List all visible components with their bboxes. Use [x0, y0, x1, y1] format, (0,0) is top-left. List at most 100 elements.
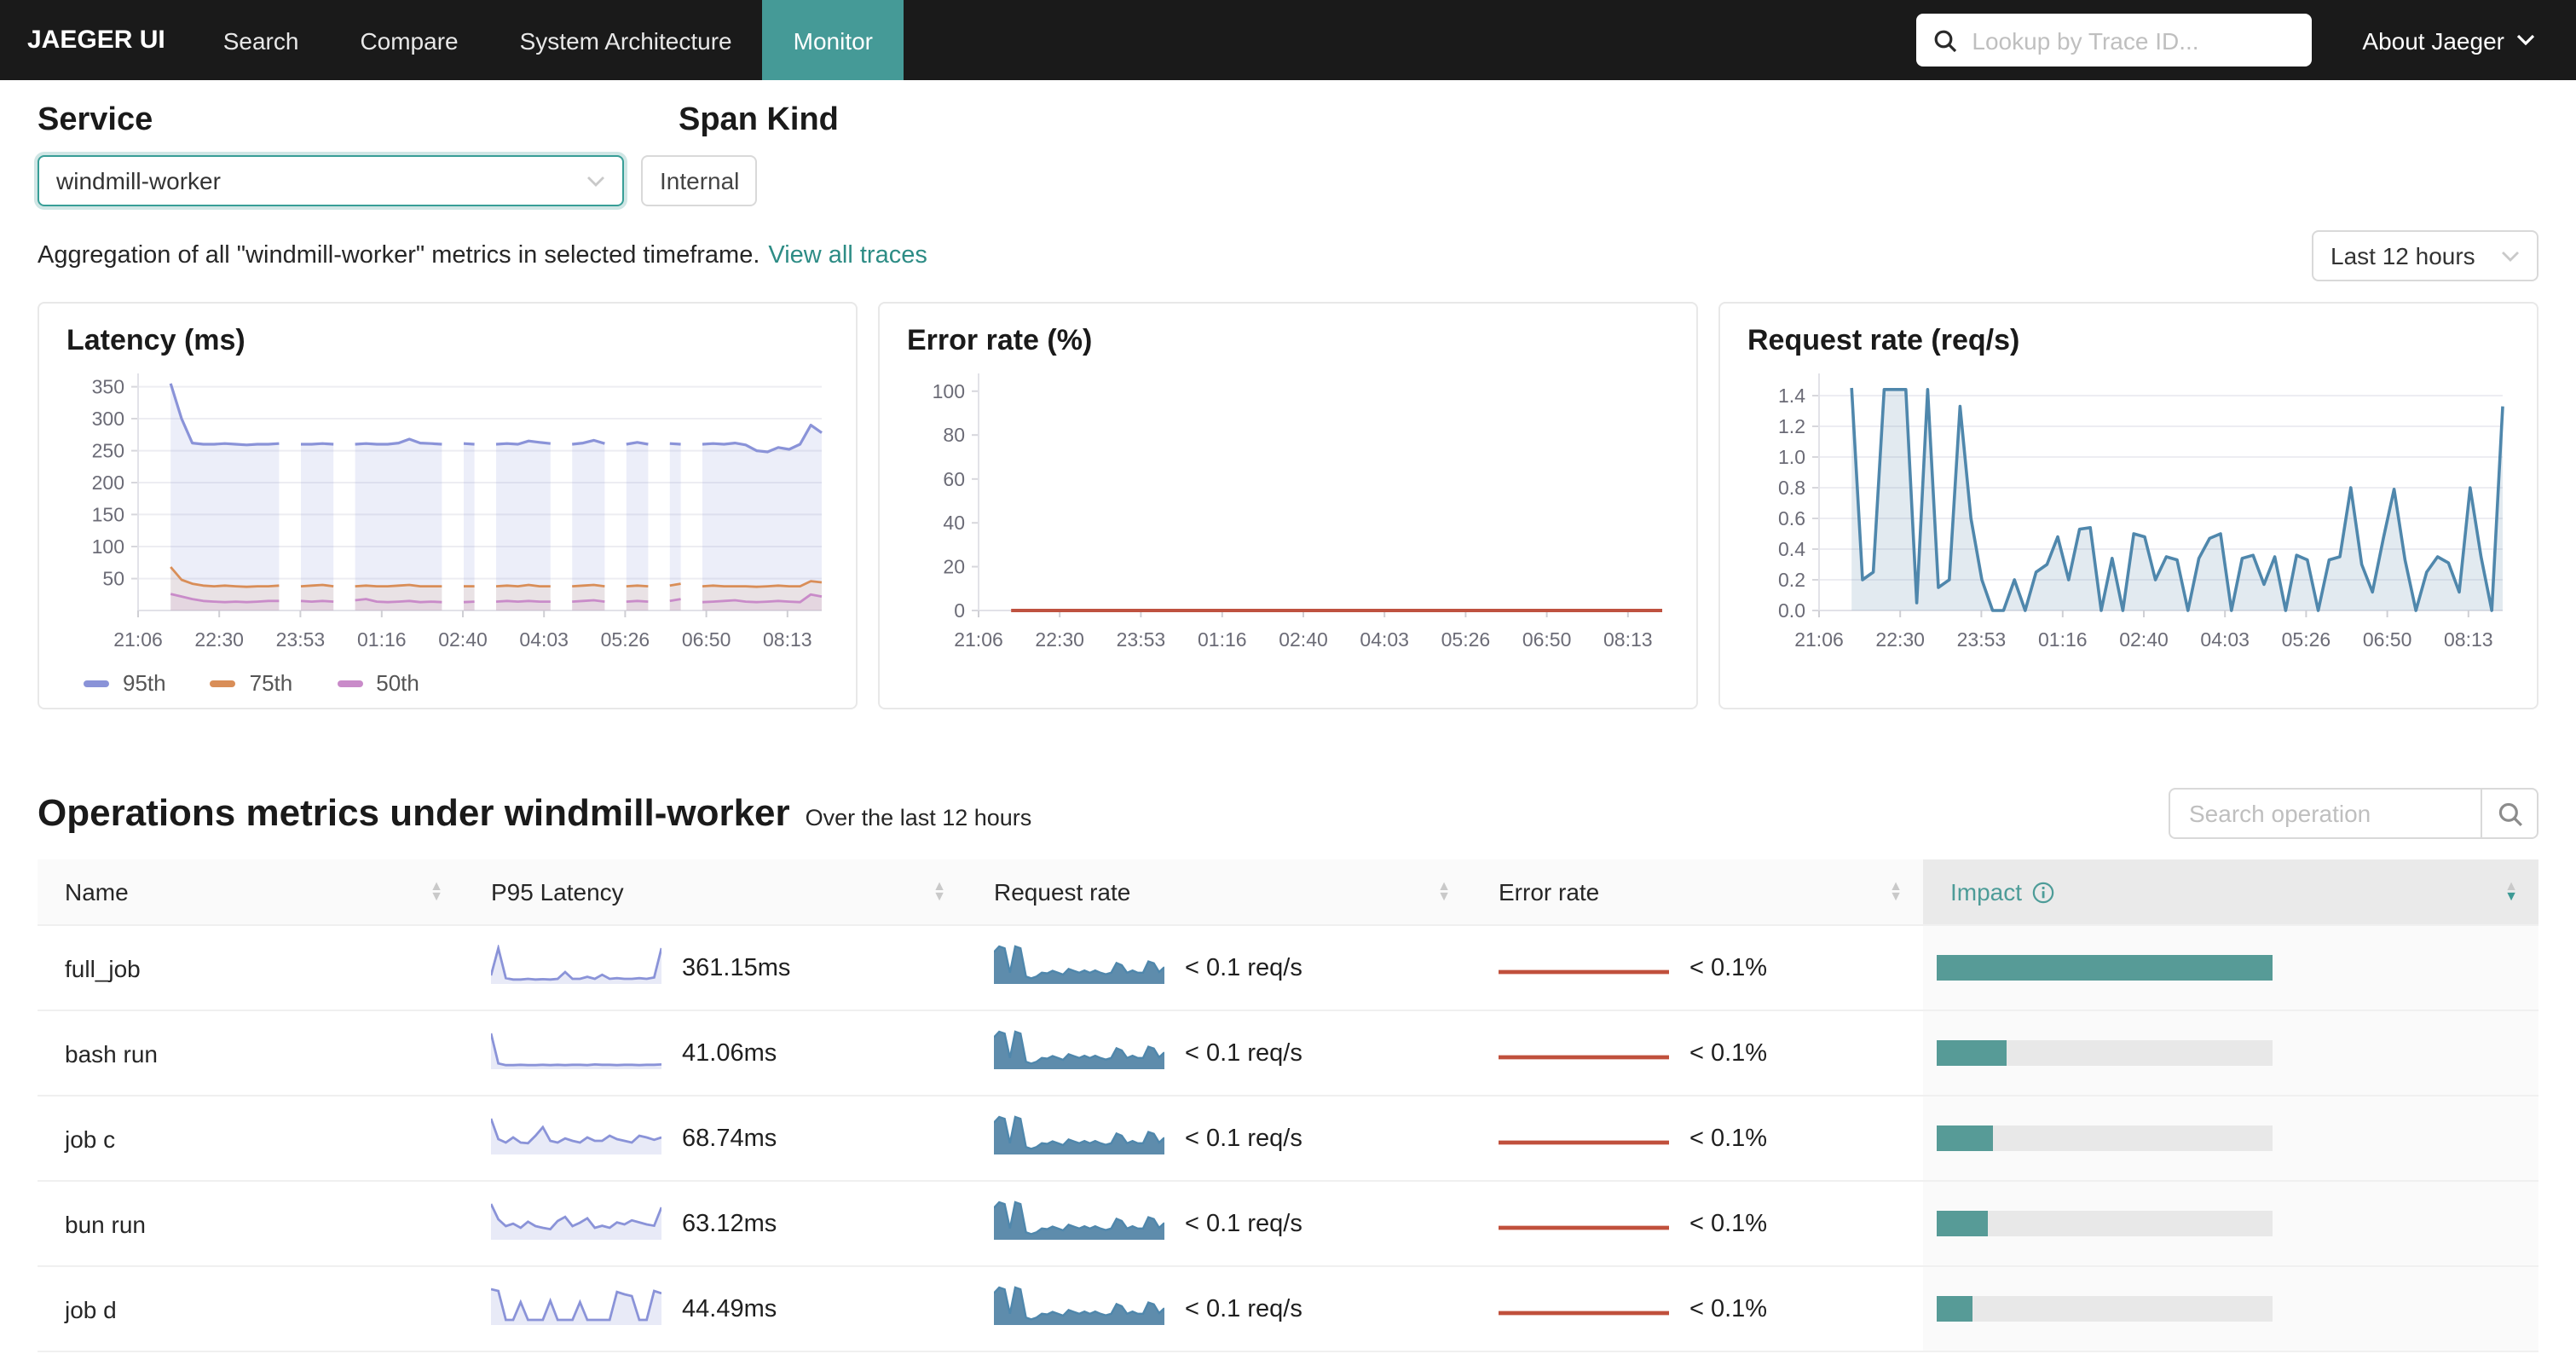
error-rate-sparkline — [1499, 945, 1669, 991]
sort-caret-up-icon: ▲ — [2504, 877, 2518, 893]
request-rate-sparkline — [993, 1201, 1165, 1247]
svg-text:1.2: 1.2 — [1778, 415, 1805, 437]
column-header-impact[interactable]: Impact ▲ ▼ — [1923, 859, 2538, 926]
error-rate-value: < 0.1% — [1689, 954, 1768, 981]
legend-item-95th[interactable]: 95th — [84, 670, 166, 696]
column-label: Name — [65, 878, 129, 906]
info-icon — [2032, 881, 2054, 903]
request-rate-sparkline — [993, 1030, 1165, 1076]
svg-text:05:26: 05:26 — [601, 628, 650, 651]
column-header-name[interactable]: Name ▲ ▼ — [38, 859, 464, 926]
p95-latency-value: 63.12ms — [682, 1210, 777, 1237]
svg-text:100: 100 — [933, 380, 965, 402]
operation-search — [2169, 788, 2538, 839]
nav-item-search[interactable]: Search — [222, 26, 299, 54]
cell-impact — [1923, 1097, 2538, 1182]
cell-error-rate: < 0.1% — [1471, 1011, 1923, 1097]
nav-spacer — [904, 0, 1915, 80]
trace-lookup-input[interactable] — [1968, 25, 2295, 55]
operation-search-input[interactable] — [2169, 788, 2481, 839]
svg-text:0.0: 0.0 — [1778, 599, 1805, 622]
column-header-request-rate[interactable]: Request rate ▲ ▼ — [967, 859, 1471, 926]
svg-text:04:03: 04:03 — [519, 628, 569, 651]
svg-text:01:16: 01:16 — [1198, 628, 1247, 651]
chevron-down-icon — [587, 176, 604, 186]
p95-latency-value: 361.15ms — [682, 954, 791, 981]
column-header-p95-latency[interactable]: P95 Latency ▲ ▼ — [464, 859, 967, 926]
table-row-bash-run[interactable]: bash run 41.06ms < 0.1 req/s < 0.1% — [38, 1011, 2538, 1097]
sort-carets: ▲ ▼ — [1889, 877, 1903, 903]
sort-caret-up-icon: ▲ — [1889, 877, 1903, 893]
cell-impact — [1923, 926, 2538, 1011]
nav-item-monitor[interactable]: Monitor — [762, 0, 904, 80]
svg-text:40: 40 — [943, 512, 965, 534]
operation-search-button[interactable] — [2481, 788, 2538, 839]
cell-p95-latency: 361.15ms — [464, 926, 967, 1011]
svg-text:150: 150 — [92, 503, 124, 525]
p95-latency-sparkline — [490, 1286, 662, 1332]
table-row-bun-run[interactable]: bun run 63.12ms < 0.1 req/s < 0.1% — [38, 1182, 2538, 1267]
error-rate-value: < 0.1% — [1689, 1295, 1768, 1322]
p95-latency-value: 68.74ms — [682, 1125, 777, 1152]
impact-bar-track — [1937, 1125, 2273, 1151]
svg-text:04:03: 04:03 — [1360, 628, 1409, 651]
error-rate-card: Error rate (%) 0 20 40 60 80 100 21:06 22:30 23:… — [878, 302, 1698, 709]
svg-text:22:30: 22:30 — [1035, 628, 1084, 651]
timeframe-select[interactable]: Last 12 hours — [2312, 230, 2538, 281]
latency-chart: 50 100 150 200 250 300 350 21:06 22:30 23:53 01:16… — [92, 373, 823, 651]
impact-bar — [1937, 1211, 1988, 1236]
view-all-traces-link[interactable]: View all traces — [768, 242, 927, 269]
svg-text:02:40: 02:40 — [2119, 628, 2169, 651]
brand-jaeger-ui: JAEGER UI — [27, 26, 165, 55]
cell-error-rate: < 0.1% — [1471, 1182, 1923, 1267]
sort-carets: ▲ ▼ — [430, 879, 443, 904]
about-jaeger-label: About Jaeger — [2362, 26, 2504, 54]
error-rate-chart: 0 20 40 60 80 100 21:06 22:30 23:53 01:16 02:40 04:… — [933, 373, 1662, 651]
legend-item-75th[interactable]: 75th — [210, 670, 293, 696]
svg-text:300: 300 — [92, 408, 124, 430]
request-rate-value: < 0.1 req/s — [1185, 1039, 1302, 1067]
sort-caret-down-icon: ▼ — [933, 888, 946, 904]
svg-text:23:53: 23:53 — [276, 628, 326, 651]
svg-text:350: 350 — [92, 376, 124, 398]
service-select[interactable]: windmill-worker — [38, 155, 624, 206]
svg-text:06:50: 06:50 — [682, 628, 731, 651]
error-rate-value: < 0.1% — [1689, 1125, 1768, 1152]
request-rate-chart-title: Request rate (req/s) — [1747, 324, 2020, 356]
svg-text:05:26: 05:26 — [1441, 628, 1491, 651]
latency-legend: 95th 75th 50th — [84, 670, 832, 696]
about-jaeger-menu[interactable]: About Jaeger — [2311, 0, 2576, 80]
error-rate-sparkline — [1499, 1201, 1669, 1247]
svg-text:21:06: 21:06 — [1794, 628, 1844, 651]
table-row-full_job[interactable]: full_job 361.15ms < 0.1 req/s < 0.1% — [38, 926, 2538, 1011]
legend-item-50th[interactable]: 50th — [337, 670, 419, 696]
nav-item-compare[interactable]: Compare — [360, 26, 459, 54]
trace-lookup-box[interactable] — [1915, 14, 2312, 67]
aggregation-text-body: Aggregation of all "windmill-worker" met… — [38, 242, 760, 269]
svg-text:60: 60 — [943, 468, 965, 490]
latency-card: Latency (ms) 50 100 150 200 250 300 350 21:06 22… — [38, 302, 858, 709]
operation-name: bash run — [65, 1039, 158, 1067]
cell-request-rate: < 0.1 req/s — [967, 1267, 1471, 1352]
legend-label: 75th — [249, 670, 293, 696]
svg-text:21:06: 21:06 — [954, 628, 1003, 651]
error-rate-sparkline — [1499, 1115, 1669, 1161]
column-header-error-rate[interactable]: Error rate ▲ ▼ — [1471, 859, 1923, 926]
svg-text:01:16: 01:16 — [2038, 628, 2088, 651]
search-icon — [2498, 801, 2521, 825]
table-row-job-c[interactable]: job c 68.74ms < 0.1 req/s < 0.1% — [38, 1097, 2538, 1182]
impact-bar-track — [1937, 1296, 2273, 1322]
svg-text:02:40: 02:40 — [1279, 628, 1328, 651]
latency-chart-title: Latency (ms) — [66, 324, 245, 356]
sort-caret-down-icon: ▼ — [430, 888, 443, 904]
table-row-job-d[interactable]: job d 44.49ms < 0.1 req/s < 0.1% — [38, 1267, 2538, 1352]
nav-item-system-architecture[interactable]: System Architecture — [519, 26, 732, 54]
sort-carets: ▲ ▼ — [1437, 879, 1451, 903]
request-rate-chart: 0.0 0.2 0.4 0.6 0.8 1.0 1.2 1.4 21:06 22:30 23:53 0… — [1778, 373, 2504, 651]
sort-caret-up-icon: ▲ — [933, 877, 946, 893]
span-kind-select[interactable]: Internal — [641, 155, 757, 206]
impact-bar — [1937, 1040, 2007, 1066]
cell-name: job c — [38, 1097, 464, 1182]
cell-request-rate: < 0.1 req/s — [967, 1182, 1471, 1267]
